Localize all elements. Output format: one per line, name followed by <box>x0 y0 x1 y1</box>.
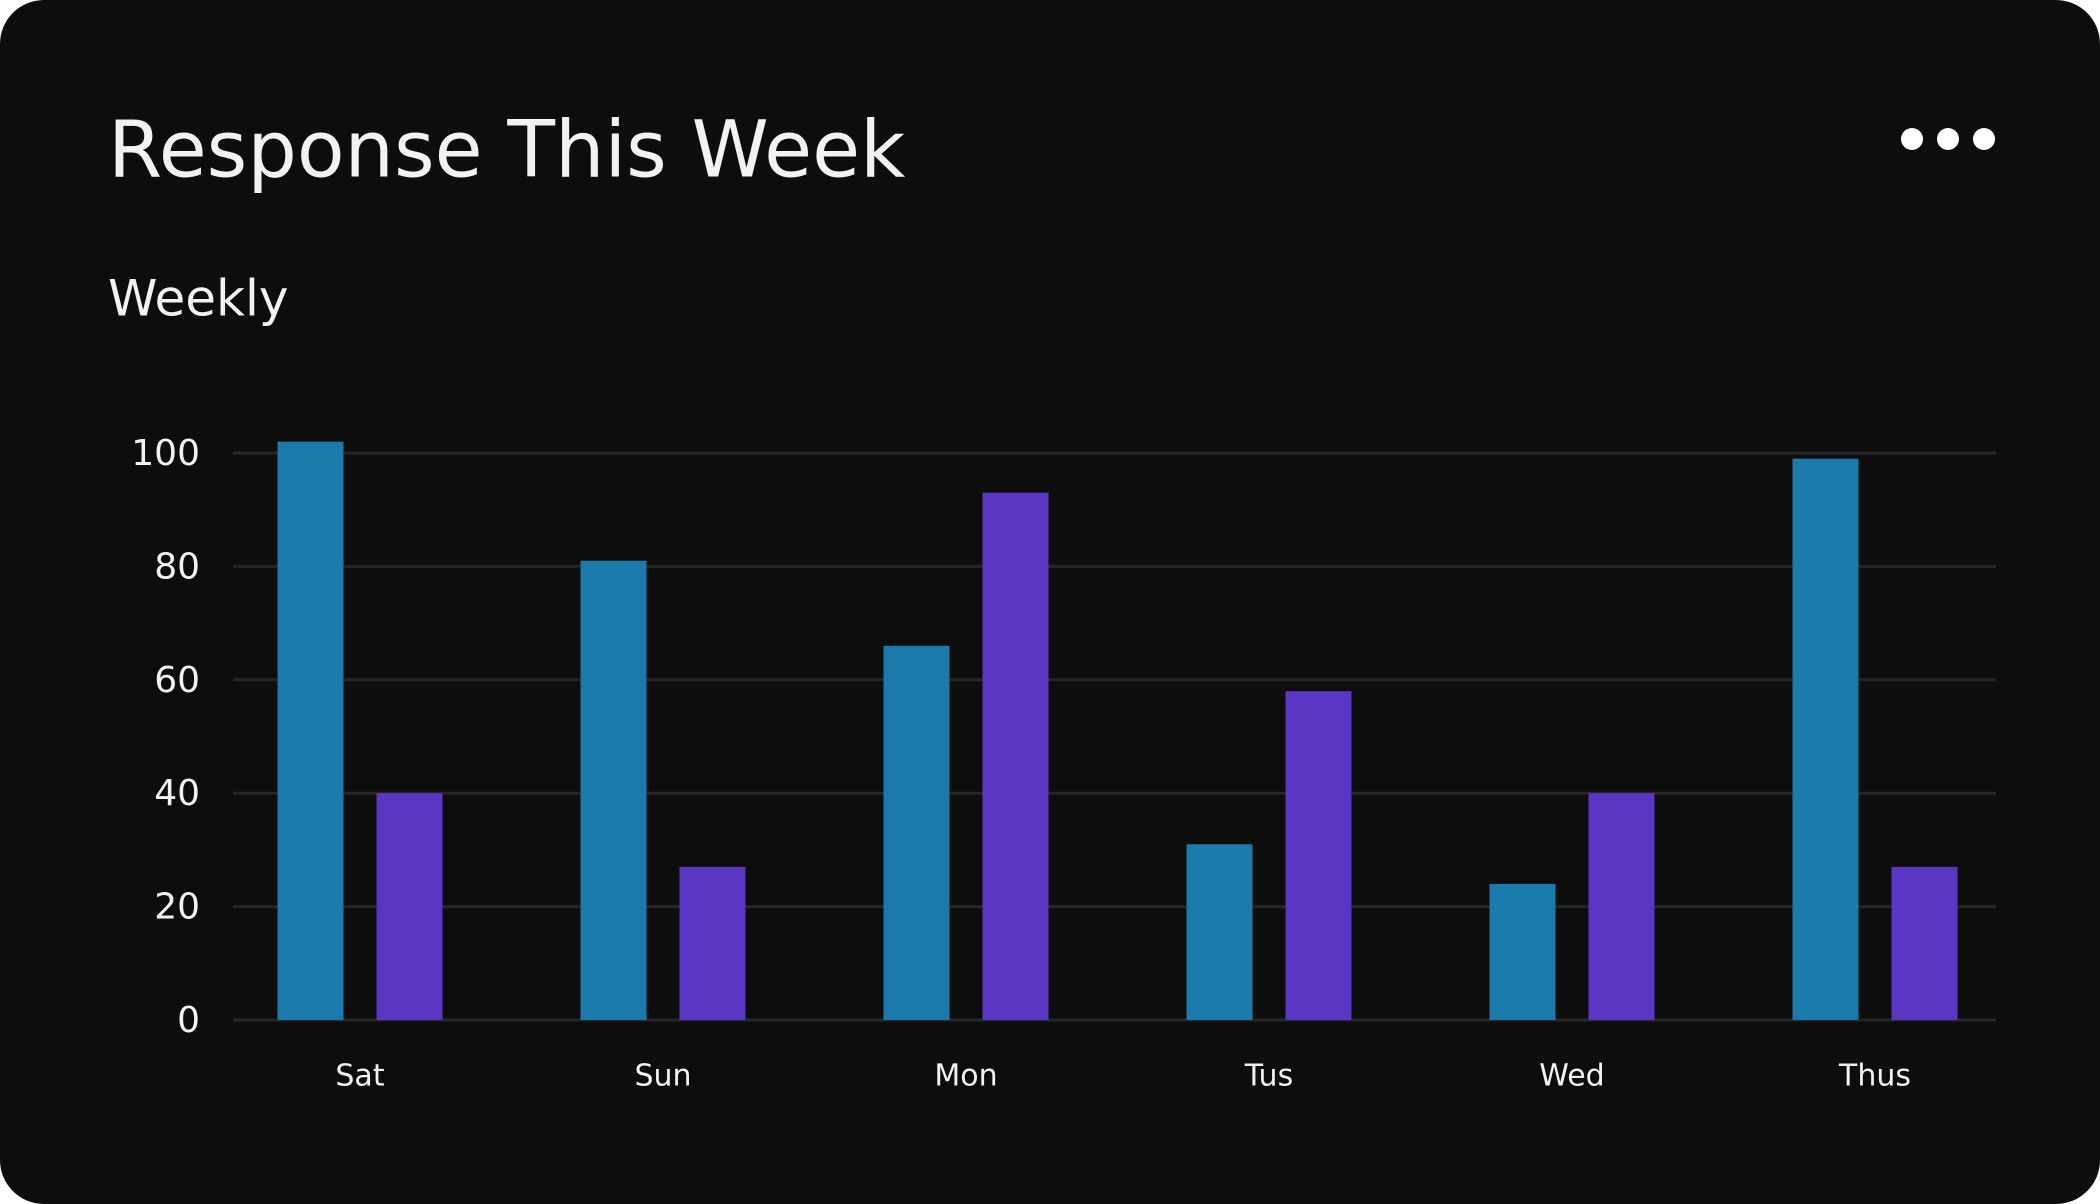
bar <box>1186 844 1253 1020</box>
x-tick-label: Thus <box>1838 1059 1911 1094</box>
bar <box>277 441 344 1020</box>
bar <box>1588 793 1655 1020</box>
x-tick-label: Mon <box>934 1059 997 1094</box>
bar <box>679 866 746 1020</box>
x-tick-label: Tus <box>1244 1059 1293 1094</box>
y-tick-label: 0 <box>177 1000 200 1041</box>
y-tick-label: 40 <box>154 773 200 814</box>
x-tick-label: Wed <box>1539 1059 1604 1094</box>
bar <box>376 793 443 1020</box>
menu-dot <box>1901 128 1923 150</box>
bar <box>1489 883 1556 1020</box>
chart-subtitle: Weekly <box>108 270 288 328</box>
y-tick-label: 80 <box>154 546 200 587</box>
bar <box>1792 458 1859 1020</box>
bar <box>580 560 647 1020</box>
menu-dot <box>1937 128 1959 150</box>
bar <box>982 492 1049 1020</box>
more-menu[interactable] <box>1901 128 1995 150</box>
y-tick-label: 20 <box>154 887 200 928</box>
bar <box>1891 866 1958 1020</box>
bar <box>1285 691 1352 1020</box>
chart-title: Response This Week <box>108 105 905 195</box>
bar <box>883 645 950 1020</box>
menu-dot <box>1973 128 1995 150</box>
y-tick-label: 100 <box>131 433 200 474</box>
x-tick-label: Sat <box>335 1059 384 1094</box>
x-tick-label: Sun <box>634 1059 691 1094</box>
y-tick-label: 60 <box>154 660 200 701</box>
